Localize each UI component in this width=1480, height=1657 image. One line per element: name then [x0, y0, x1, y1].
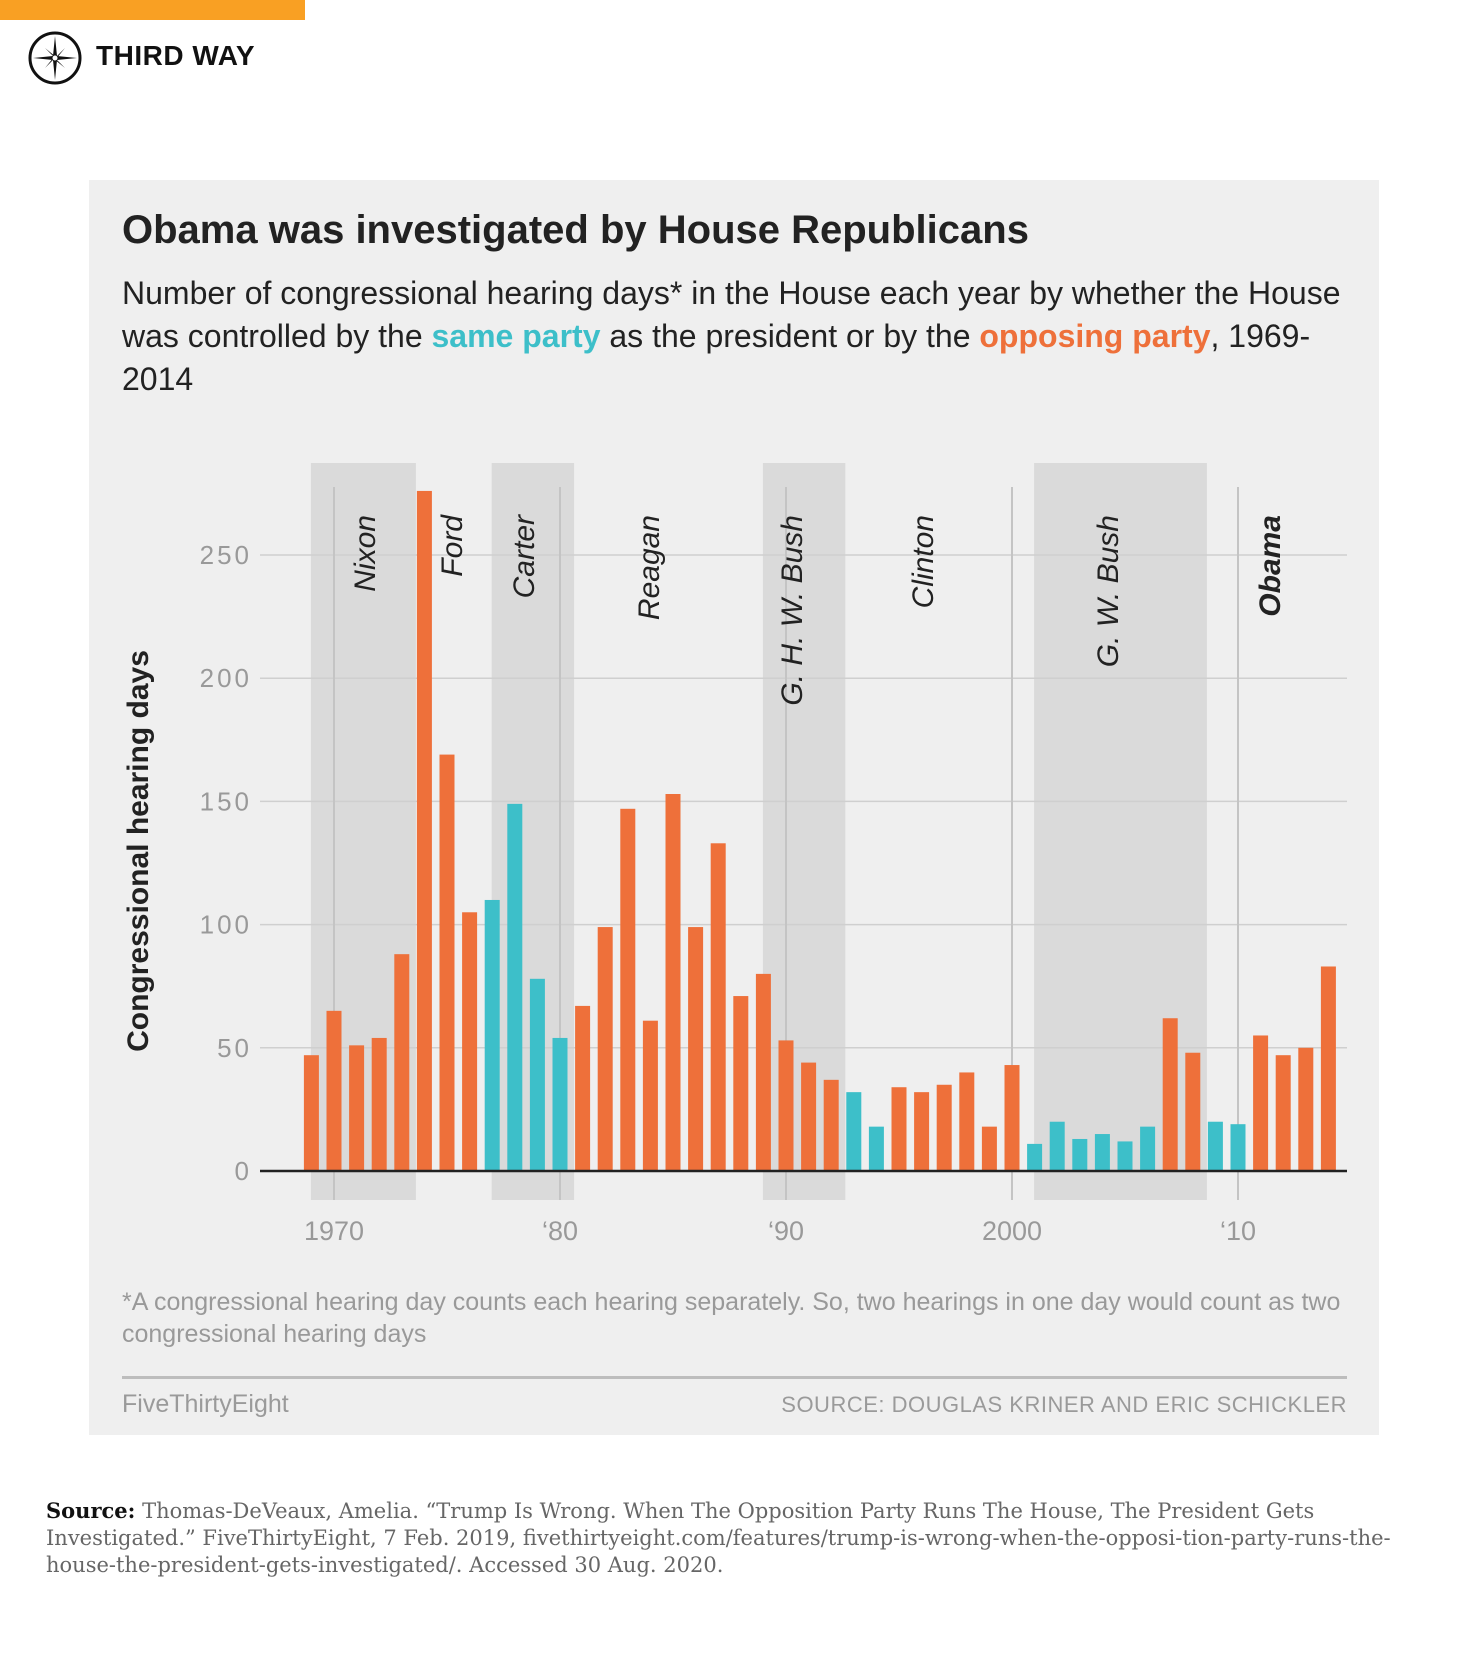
x-tick-label: ‘80 — [542, 1216, 578, 1246]
bar-1975 — [439, 754, 455, 1171]
bar-1969 — [303, 1055, 319, 1171]
citation-label: Source: — [46, 1498, 136, 1523]
y-tick-label: 50 — [217, 1033, 252, 1063]
bar-1979 — [529, 978, 545, 1171]
divider — [122, 1376, 1347, 1379]
bar-1997 — [936, 1084, 952, 1171]
bar-1982 — [597, 927, 613, 1171]
x-tick-label: 2000 — [982, 1216, 1042, 1246]
bar-2002 — [1049, 1121, 1065, 1171]
bar-2012 — [1275, 1055, 1291, 1171]
bar-1993 — [846, 1092, 862, 1171]
x-tick-label: 1970 — [304, 1216, 364, 1246]
bar-1974 — [416, 490, 432, 1171]
same-party-legend: same party — [431, 318, 601, 354]
bar-1998 — [959, 1072, 975, 1171]
citation: Source: Thomas-DeVeaux, Amelia. “Trump I… — [46, 1497, 1406, 1579]
footnote: *A congressional hearing day counts each… — [122, 1288, 1341, 1348]
bar-1996 — [914, 1092, 930, 1171]
y-tick-label: 250 — [200, 540, 252, 570]
bar-1983 — [620, 808, 636, 1171]
y-axis-label: Congressional hearing days — [122, 650, 155, 1052]
bar-1977 — [484, 899, 500, 1171]
bar-2009 — [1207, 1121, 1223, 1171]
bar-2010 — [1230, 1124, 1246, 1171]
bar-1984 — [642, 1020, 658, 1171]
bar-1970 — [326, 1010, 342, 1171]
bar-1978 — [507, 803, 523, 1171]
bar-1987 — [710, 843, 726, 1171]
bar-2007 — [1162, 1018, 1178, 1171]
bar-2003 — [1072, 1138, 1088, 1171]
data-source: SOURCE: DOUGLAS KRINER AND ERIC SCHICKLE… — [781, 1392, 1347, 1417]
bar-2011 — [1253, 1035, 1269, 1171]
president-label: Carter — [508, 514, 541, 598]
brand-accent-bar — [0, 0, 305, 20]
bar-1988 — [733, 996, 749, 1171]
bar-1972 — [371, 1037, 387, 1171]
bar-2001 — [1027, 1143, 1043, 1171]
president-label: G. H. W. Bush — [776, 515, 809, 706]
bar-1980 — [552, 1037, 568, 1171]
x-tick-label: ‘90 — [768, 1216, 804, 1246]
president-label: G. W. Bush — [1092, 515, 1125, 667]
chart-title: Obama was investigated by House Republic… — [122, 208, 1029, 252]
bar-1995 — [891, 1087, 907, 1171]
bar-1981 — [575, 1005, 591, 1171]
bar-2005 — [1117, 1141, 1133, 1171]
bar-1971 — [349, 1045, 365, 1171]
bar-1999 — [981, 1126, 997, 1171]
president-label: Reagan — [633, 515, 666, 620]
subtitle-text: , 1969-2014 — [122, 318, 1311, 397]
chart-subtitle: Number of congressional hearing days* in… — [122, 272, 1362, 401]
opposing-party-legend: opposing party — [979, 318, 1211, 354]
president-label: Nixon — [349, 515, 382, 592]
y-tick-label: 100 — [200, 910, 252, 940]
bar-1989 — [755, 973, 771, 1171]
credit: FiveThirtyEight — [122, 1390, 289, 1418]
president-label: Clinton — [907, 515, 940, 608]
x-tick-label: ‘10 — [1220, 1216, 1256, 1246]
bar-2008 — [1185, 1052, 1201, 1171]
bar-1994 — [868, 1126, 884, 1171]
bar-2000 — [1004, 1065, 1020, 1171]
bar-1973 — [394, 954, 410, 1171]
brand-name: THIRD WAY — [96, 40, 256, 71]
bar-2006 — [1140, 1126, 1156, 1171]
compass-star-icon — [28, 31, 82, 85]
bar-1985 — [665, 794, 681, 1171]
president-label: Obama — [1254, 515, 1287, 617]
bar-2004 — [1094, 1134, 1110, 1171]
y-tick-label: 0 — [235, 1156, 252, 1186]
bar-1976 — [462, 912, 478, 1171]
y-tick-label: 150 — [200, 786, 252, 816]
bar-1991 — [801, 1062, 817, 1171]
subtitle-text: as the president or by the — [600, 318, 980, 354]
subtitle-text: Number of congressional hearing days* in… — [122, 275, 1341, 354]
bar-1986 — [688, 927, 704, 1171]
bar-2013 — [1298, 1047, 1314, 1171]
bar-2014 — [1320, 966, 1336, 1171]
president-label: Ford — [436, 514, 469, 577]
citation-text: Thomas-DeVeaux, Amelia. “Trump Is Wrong.… — [46, 1499, 1391, 1577]
bar-1992 — [823, 1079, 839, 1171]
bar-1990 — [778, 1040, 794, 1171]
presidency-shade — [1034, 463, 1207, 1200]
y-tick-label: 200 — [200, 663, 252, 693]
